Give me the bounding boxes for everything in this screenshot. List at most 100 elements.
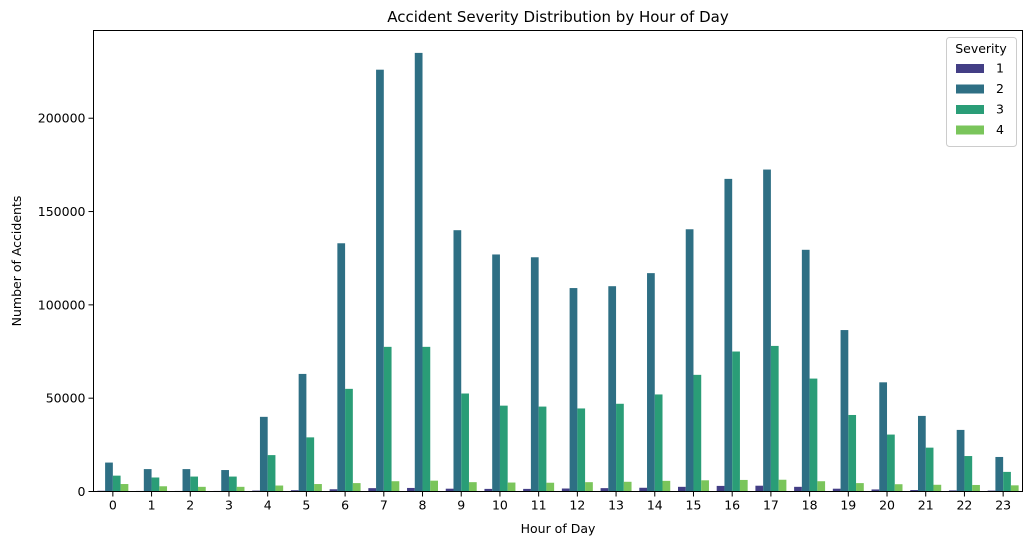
bar-hour-10-severity-1 xyxy=(484,488,493,492)
bar-hour-2-severity-2 xyxy=(182,469,191,492)
y-tick-label: 150000 xyxy=(38,204,86,219)
bar-hour-19-severity-2 xyxy=(840,330,849,492)
bar-hour-16-severity-1 xyxy=(716,485,725,492)
bar-hour-22-severity-2 xyxy=(956,429,965,492)
bar-hour-9-severity-2 xyxy=(453,230,462,492)
bar-hour-12-severity-3 xyxy=(577,408,586,492)
bar-hour-1-severity-3 xyxy=(151,477,160,492)
bar-hour-7-severity-3 xyxy=(383,346,392,492)
bar-hour-5-severity-3 xyxy=(306,437,315,492)
legend-swatch-4 xyxy=(956,125,984,135)
bar-hour-7-severity-2 xyxy=(376,69,384,492)
bar-hour-2-severity-3 xyxy=(190,476,199,492)
legend-swatch-2 xyxy=(956,84,984,94)
bar-hour-8-severity-2 xyxy=(414,52,423,492)
bar-hour-23-severity-4 xyxy=(1010,485,1019,492)
x-tick-label: 23 xyxy=(995,498,1011,513)
bar-hour-13-severity-4 xyxy=(623,481,632,492)
x-tick-label: 19 xyxy=(840,498,856,513)
bar-hour-21-severity-4 xyxy=(933,484,942,492)
x-tick-label: 14 xyxy=(647,498,663,513)
bar-hour-5-severity-4 xyxy=(314,484,322,492)
chart-title: Accident Severity Distribution by Hour o… xyxy=(387,8,729,26)
x-tick-label: 16 xyxy=(724,498,740,513)
bar-hour-19-severity-3 xyxy=(848,414,857,492)
x-axis: 0 1 2 3 4 5 6 7 8 9 10 11 12 13 14 15 16 17 18 19 20 21 22 23 xyxy=(109,491,1011,513)
bar-hour-15-severity-1 xyxy=(678,486,686,492)
bar-hour-12-severity-4 xyxy=(585,482,593,492)
y-axis-title: Number of Accidents xyxy=(9,196,24,327)
bar-hour-11-severity-3 xyxy=(538,406,547,492)
bar-hour-6-severity-2 xyxy=(337,243,346,492)
x-tick-label: 4 xyxy=(264,498,272,513)
bar-hour-11-severity-4 xyxy=(546,482,555,492)
bar-hour-21-severity-2 xyxy=(917,415,926,492)
bar-hour-18-severity-1 xyxy=(794,486,802,492)
bar-hour-17-severity-1 xyxy=(755,485,764,492)
bar-hour-0-severity-3 xyxy=(112,475,121,492)
bar-hour-0-severity-4 xyxy=(120,484,129,492)
bar-hour-4-severity-2 xyxy=(259,416,268,492)
bar-hour-9-severity-1 xyxy=(445,488,454,492)
bar-hour-8-severity-3 xyxy=(422,346,431,492)
x-tick-label: 9 xyxy=(457,498,465,513)
bar-hour-16-severity-3 xyxy=(732,351,740,492)
bar-hour-6-severity-3 xyxy=(345,388,353,492)
x-tick-label: 3 xyxy=(225,498,233,513)
x-tick-label: 2 xyxy=(186,498,194,513)
bar-hour-4-severity-3 xyxy=(267,455,276,492)
bar-hour-18-severity-3 xyxy=(809,378,818,492)
bar-hour-20-severity-2 xyxy=(879,382,888,492)
bar-hour-14-severity-4 xyxy=(662,480,671,492)
bar-hour-9-severity-3 xyxy=(461,393,469,492)
bar-hour-14-severity-3 xyxy=(654,394,663,492)
x-tick-label: 21 xyxy=(918,498,934,513)
x-tick-label: 12 xyxy=(569,498,585,513)
legend-label-2: 2 xyxy=(996,81,1004,96)
bar-hour-11-severity-2 xyxy=(530,257,539,492)
bar-hour-16-severity-4 xyxy=(739,479,748,492)
bar-hour-8-severity-4 xyxy=(430,480,438,492)
bar-hour-17-severity-2 xyxy=(763,169,771,492)
bar-hour-21-severity-3 xyxy=(925,447,934,492)
x-tick-label: 20 xyxy=(879,498,895,513)
plot-frame xyxy=(93,30,1023,492)
bar-hour-10-severity-2 xyxy=(492,254,500,492)
y-axis: 0 50000 100000 150000 200000 xyxy=(38,111,94,499)
y-tick-label: 0 xyxy=(78,484,86,499)
x-tick-label: 13 xyxy=(608,498,624,513)
bars-layer xyxy=(97,52,1019,492)
x-tick-label: 1 xyxy=(148,498,156,513)
bar-hour-10-severity-3 xyxy=(499,405,508,492)
legend: Severity 1 2 3 4 xyxy=(946,37,1017,147)
bar-hour-13-severity-3 xyxy=(616,403,624,492)
bar-hour-5-severity-2 xyxy=(298,373,307,492)
x-tick-label: 7 xyxy=(380,498,388,513)
y-tick-label: 100000 xyxy=(38,297,86,312)
bar-hour-21-severity-1 xyxy=(910,490,918,492)
bar-hour-1-severity-2 xyxy=(143,469,152,492)
bar-hour-20-severity-3 xyxy=(887,434,895,492)
x-tick-label: 5 xyxy=(302,498,310,513)
x-tick-label: 0 xyxy=(109,498,117,513)
bar-hour-6-severity-4 xyxy=(352,483,361,492)
bar-hour-12-severity-2 xyxy=(569,288,578,492)
bar-hour-4-severity-4 xyxy=(275,485,284,492)
bar-hour-20-severity-4 xyxy=(894,484,903,492)
bar-hour-13-severity-2 xyxy=(608,286,617,492)
bar-hour-3-severity-2 xyxy=(221,470,229,492)
bar-hour-23-severity-2 xyxy=(995,456,1004,492)
bar-hour-1-severity-4 xyxy=(159,486,168,492)
x-tick-label: 8 xyxy=(419,498,427,513)
bar-hour-14-severity-1 xyxy=(639,487,648,492)
x-tick-label: 18 xyxy=(802,498,818,513)
bar-hour-14-severity-2 xyxy=(647,273,655,492)
x-axis-title: Hour of Day xyxy=(521,521,596,536)
bar-hour-3-severity-4 xyxy=(236,486,245,492)
x-tick-label: 11 xyxy=(531,498,547,513)
x-tick-label: 6 xyxy=(341,498,349,513)
bar-hour-16-severity-2 xyxy=(724,178,733,492)
bar-hour-12-severity-1 xyxy=(561,488,570,492)
